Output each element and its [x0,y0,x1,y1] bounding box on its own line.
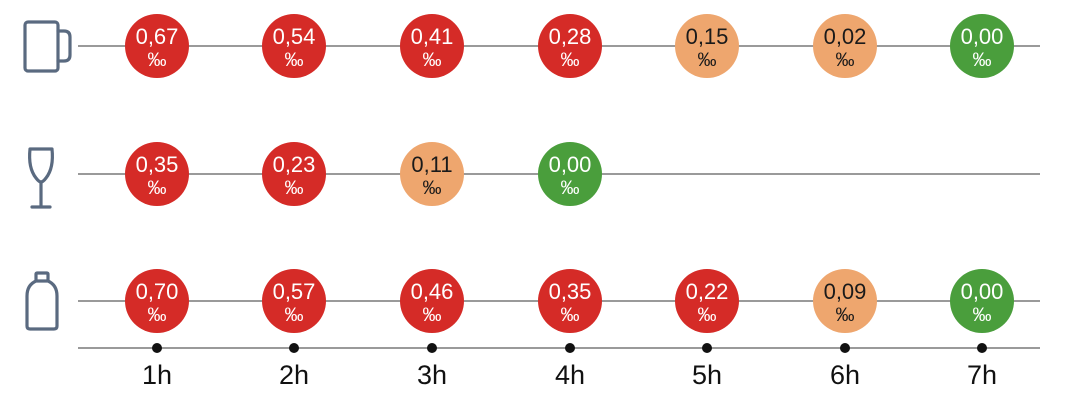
tick-dot [289,343,299,353]
bubble-value: 0,15 [686,24,729,49]
bubble-circle [950,269,1014,333]
bubble-value: 0,54 [273,24,316,49]
value-bubble: 0,54‰ [262,14,326,78]
tick-label: 1h [142,360,172,390]
bubble-circle [125,269,189,333]
bubble-unit: ‰ [423,50,442,71]
bubble-unit: ‰ [148,50,167,71]
value-bubble: 0,09‰ [813,269,877,333]
bubble-value: 0,02 [824,24,867,49]
tick-label: 2h [279,360,309,390]
tick-label: 4h [555,360,585,390]
bubble-value: 0,70 [136,279,179,304]
tick-dot [840,343,850,353]
bubble-circle [125,142,189,206]
tick-label: 7h [967,360,997,390]
bubble-circle [262,269,326,333]
bubble-unit: ‰ [285,50,304,71]
bubble-value: 0,00 [961,279,1004,304]
bubble-unit: ‰ [285,178,304,199]
bubble-circle [538,14,602,78]
bubble-value: 0,57 [273,279,316,304]
value-bubble: 0,02‰ [813,14,877,78]
bubble-circle [400,269,464,333]
tick-dot [702,343,712,353]
value-bubble: 0,41‰ [400,14,464,78]
tick-dot [565,343,575,353]
bubble-value: 0,35 [549,279,592,304]
bubble-unit: ‰ [561,305,580,326]
bubble-value: 0,11 [411,152,452,177]
value-bubble: 0,67‰ [125,14,189,78]
tick-label: 5h [692,360,722,390]
value-bubble: 0,15‰ [675,14,739,78]
bubble-circle [262,14,326,78]
value-bubble: 0,23‰ [262,142,326,206]
bubble-value: 0,28 [549,24,592,49]
value-bubble: 0,00‰ [538,142,602,206]
value-bubble: 0,11‰ [400,142,464,206]
tick-dot [977,343,987,353]
value-bubble: 0,57‰ [262,269,326,333]
tick-label: 3h [417,360,447,390]
bubble-circle [125,14,189,78]
bubble-unit: ‰ [148,178,167,199]
bubble-value: 0,67 [136,24,179,49]
bubble-circle [813,14,877,78]
value-bubble: 0,46‰ [400,269,464,333]
bubble-circle [538,269,602,333]
bubble-value: 0,41 [411,24,454,49]
tick-label: 6h [830,360,860,390]
bubble-value: 0,00 [961,24,1004,49]
bubble-unit: ‰ [423,178,442,199]
bubble-value: 0,00 [549,152,592,177]
bubble-unit: ‰ [973,305,992,326]
bubble-unit: ‰ [148,305,167,326]
bubble-unit: ‰ [561,50,580,71]
value-bubble: 0,35‰ [125,142,189,206]
bubble-value: 0,35 [136,152,179,177]
bubble-unit: ‰ [698,305,717,326]
bubble-circle [262,142,326,206]
bubble-unit: ‰ [836,305,855,326]
bottle-icon [25,271,59,331]
bubble-unit: ‰ [973,50,992,71]
value-bubble: 0,35‰ [538,269,602,333]
bubble-value: 0,09 [824,279,867,304]
beer-mug-icon [23,20,72,73]
wine-glass-icon [28,147,54,209]
bubble-circle [400,14,464,78]
bubble-unit: ‰ [423,305,442,326]
bubble-unit: ‰ [836,50,855,71]
value-bubble: 0,22‰ [675,269,739,333]
bubble-circle [675,269,739,333]
bubble-circle [675,14,739,78]
value-bubble: 0,70‰ [125,269,189,333]
bubble-value: 0,22 [686,279,729,304]
bubble-circle [538,142,602,206]
value-bubble: 0,00‰ [950,269,1014,333]
tick-dot [427,343,437,353]
bubble-unit: ‰ [561,178,580,199]
bubble-circle [400,142,464,206]
tick-dot [152,343,162,353]
bubble-value: 0,46 [411,279,454,304]
bubble-circle [950,14,1014,78]
bubble-unit: ‰ [698,50,717,71]
bubble-circle [813,269,877,333]
bubble-unit: ‰ [285,305,304,326]
bubble-value: 0,23 [273,152,316,177]
value-bubble: 0,00‰ [950,14,1014,78]
value-bubble: 0,28‰ [538,14,602,78]
